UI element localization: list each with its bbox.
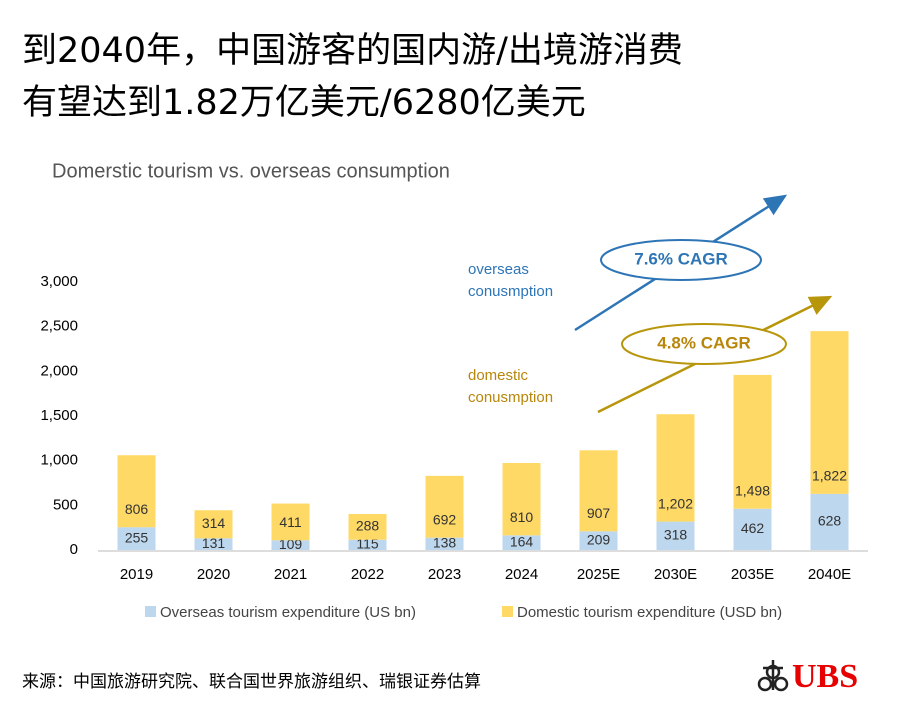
ellipse: [621, 323, 787, 365]
legend-swatch: [145, 606, 156, 617]
x-tick-label: 2025E: [577, 566, 620, 583]
x-tick-label: 2021: [274, 566, 307, 583]
chart-title: Domerstic tourism vs. overseas consumpti…: [52, 160, 450, 182]
x-tick-label: 2023: [428, 566, 461, 583]
value-label: 1,822: [812, 468, 847, 484]
value-label: 806: [125, 501, 149, 517]
bar-segment: [348, 513, 387, 540]
y-tick-label: 3,000: [40, 273, 78, 290]
annotation: 7.6% CAGR: [634, 249, 728, 268]
bar-segment: [425, 537, 464, 550]
value-label: 138: [433, 535, 457, 551]
bar-segment: [733, 508, 772, 550]
legend-swatch: [502, 606, 513, 617]
bar-segment: [117, 527, 156, 550]
bar-segment: [271, 540, 310, 550]
value-label: 411: [279, 514, 302, 530]
annotation: 4.8% CAGR: [657, 333, 751, 352]
bar-segment: [810, 493, 849, 550]
bar-segment: [579, 450, 618, 532]
annotation: domestic: [468, 367, 529, 384]
headline: 到2040年，中国游客的国内游/出境游消费: [22, 31, 683, 71]
source: 来源：中国旅游研究院、联合国世界旅游组织、瑞银证券估算: [22, 672, 481, 692]
x-tick-label: 2022: [351, 566, 384, 583]
legend-label: Domestic tourism expenditure (USD bn): [517, 604, 782, 621]
annotation: overseas: [468, 261, 529, 278]
value-label: 255: [125, 529, 149, 545]
bar-segment: [194, 538, 233, 550]
x-tick-label: 2020: [197, 566, 230, 583]
bar-segment: [271, 503, 310, 541]
annotation: conusmption: [468, 283, 553, 300]
bar-segment: [502, 462, 541, 536]
value-label: 164: [510, 533, 534, 549]
logo-text: UBS: [792, 658, 858, 695]
bar-segment: [117, 455, 156, 528]
annotation: conusmption: [468, 389, 553, 406]
y-tick-label: 2,500: [40, 318, 78, 335]
y-tick-label: 2,000: [40, 362, 78, 379]
value-label: 462: [741, 520, 765, 536]
value-label: 288: [356, 518, 380, 534]
legend-label: Overseas tourism expenditure (US bn): [160, 604, 416, 621]
headline: 有望达到1.82万亿美元/6280亿美元: [22, 83, 586, 123]
y-tick-label: 1,000: [40, 452, 78, 469]
value-label: 314: [202, 515, 226, 531]
value-label: 1,498: [735, 482, 770, 498]
value-label: 628: [818, 513, 842, 529]
y-tick-label: 0: [70, 541, 78, 558]
bar-segment: [425, 475, 464, 538]
x-tick-label: 2030E: [654, 566, 697, 583]
x-tick-label: 2035E: [731, 566, 774, 583]
value-label: 810: [510, 509, 534, 525]
x-tick-label: 2024: [505, 566, 538, 583]
y-tick-label: 1,500: [40, 407, 78, 424]
x-tick-label: 2019: [120, 566, 153, 583]
value-label: 907: [587, 505, 611, 521]
logo: [757, 660, 789, 692]
bar-segment: [348, 539, 387, 550]
bar-segment: [656, 414, 695, 522]
value-label: 692: [433, 511, 457, 527]
bar-segment: [502, 535, 541, 550]
y-tick-label: 500: [53, 496, 78, 513]
value-label: 1,202: [658, 495, 693, 511]
bar-segment: [579, 531, 618, 550]
ellipse: [600, 239, 762, 281]
value-label: 209: [587, 531, 611, 547]
bar-segment: [656, 521, 695, 550]
bar-segment: [733, 374, 772, 509]
value-label: 131: [202, 535, 226, 551]
bar-segment: [194, 510, 233, 539]
value-label: 318: [664, 526, 688, 542]
x-tick-label: 2040E: [808, 566, 851, 583]
bar-segment: [810, 331, 849, 494]
